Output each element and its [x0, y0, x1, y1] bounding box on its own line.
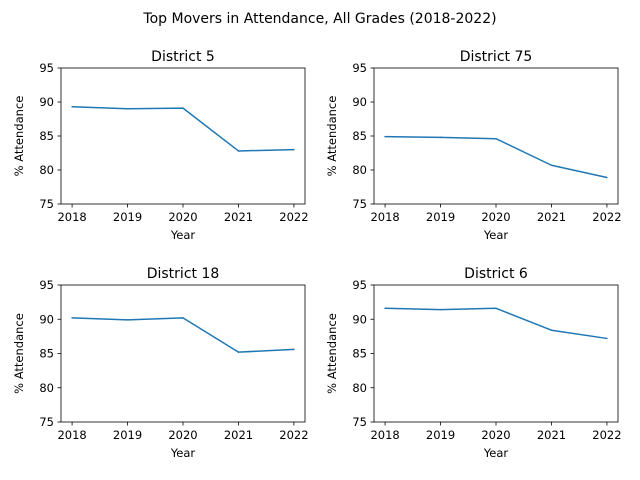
x-tick-label: 2018: [370, 210, 399, 224]
x-tick-label: 2020: [481, 210, 510, 224]
x-tick-label: 2018: [370, 428, 399, 442]
x-tick-label: 2022: [279, 428, 308, 442]
x-tick-label: 2021: [537, 428, 566, 442]
data-point: [384, 135, 386, 138]
axes-frame: [60, 67, 306, 205]
subplot-4: District 6 2018 2019 2020 2021 2022 75 80 85 90 95…: [325, 266, 622, 460]
series-line: [72, 106, 294, 152]
subplot-title: District 5: [151, 49, 215, 65]
y-axis-label: % Attendance: [12, 96, 26, 177]
data-point: [293, 148, 295, 151]
x-tick-label: 2022: [279, 210, 308, 224]
subplot-title: District 75: [460, 49, 533, 65]
data-point: [126, 319, 129, 321]
data-point: [237, 351, 240, 353]
x-tick-label: 2022: [592, 210, 621, 224]
x-tick-label: 2020: [168, 210, 197, 224]
y-tick-label: 85: [352, 129, 367, 143]
axes-frame: [373, 67, 619, 205]
x-tick-label: 2021: [537, 210, 566, 224]
x-tick-label: 2019: [113, 428, 142, 442]
data-point: [384, 307, 386, 310]
y-tick-label: 95: [39, 278, 54, 292]
data-point: [439, 136, 442, 139]
y-tick-label: 85: [39, 347, 54, 361]
data-point: [606, 337, 608, 340]
series-line: [385, 307, 608, 340]
data-point: [182, 107, 184, 109]
x-tick-label: 2022: [592, 428, 621, 442]
data-point: [550, 329, 553, 331]
x-tick-label: 2020: [481, 428, 510, 442]
y-tick-label: 75: [39, 415, 54, 429]
x-axis-label: Year: [483, 446, 509, 460]
y-tick-label: 85: [39, 129, 54, 143]
subplot-2: District 75 2018 2019 2020 2021 2022 75 80 85 90 9…: [325, 49, 622, 242]
axes-frame: [373, 284, 619, 423]
y-axis-label: % Attendance: [325, 313, 339, 394]
subplot-1: District 5 2018 2019 2020 2021 2022 75 80 85 90 95…: [12, 49, 309, 242]
figure-title: Top Movers in Attendance, All Grades (20…: [142, 11, 496, 27]
data-point: [237, 150, 240, 152]
y-tick-label: 95: [352, 61, 367, 75]
x-tick-label: 2018: [57, 428, 86, 442]
x-tick-label: 2020: [168, 428, 197, 442]
y-axis-label: % Attendance: [325, 96, 339, 177]
x-tick-label: 2019: [426, 210, 455, 224]
x-tick-label: 2019: [426, 428, 455, 442]
data-point: [71, 106, 73, 108]
subplot-title: District 6: [464, 266, 528, 282]
subplot-title: District 18: [147, 266, 220, 282]
y-tick-label: 80: [39, 381, 54, 395]
data-point: [606, 176, 608, 179]
y-tick-label: 95: [39, 61, 54, 75]
data-point: [182, 317, 184, 319]
data-point: [550, 164, 553, 166]
y-tick-label: 75: [352, 197, 367, 211]
x-axis-label: Year: [483, 228, 509, 242]
y-tick-label: 75: [39, 197, 54, 211]
series-line: [72, 317, 294, 353]
x-axis-label: Year: [170, 228, 196, 242]
y-tick-label: 75: [352, 415, 367, 429]
x-tick-label: 2019: [113, 210, 142, 224]
y-tick-label: 90: [352, 95, 367, 109]
data-point: [126, 108, 129, 110]
data-point: [495, 307, 497, 310]
series-line: [385, 135, 608, 179]
x-tick-label: 2021: [224, 428, 253, 442]
y-tick-label: 80: [352, 163, 367, 177]
y-axis-label: % Attendance: [12, 313, 26, 394]
y-tick-label: 90: [352, 312, 367, 326]
y-tick-label: 80: [39, 163, 54, 177]
data-point: [293, 348, 295, 351]
x-axis-label: Year: [170, 446, 196, 460]
x-tick-label: 2021: [224, 210, 253, 224]
data-point: [495, 137, 497, 140]
data-point: [439, 308, 442, 311]
subplot-3: District 18 2018 2019 2020 2021 2022 75 80 85 90 9…: [12, 266, 309, 460]
y-tick-label: 85: [352, 347, 367, 361]
axes-frame: [60, 284, 306, 423]
x-tick-label: 2018: [57, 210, 86, 224]
y-tick-label: 95: [352, 278, 367, 292]
data-point: [71, 317, 73, 319]
y-tick-label: 90: [39, 312, 54, 326]
y-tick-label: 80: [352, 381, 367, 395]
y-tick-label: 90: [39, 95, 54, 109]
